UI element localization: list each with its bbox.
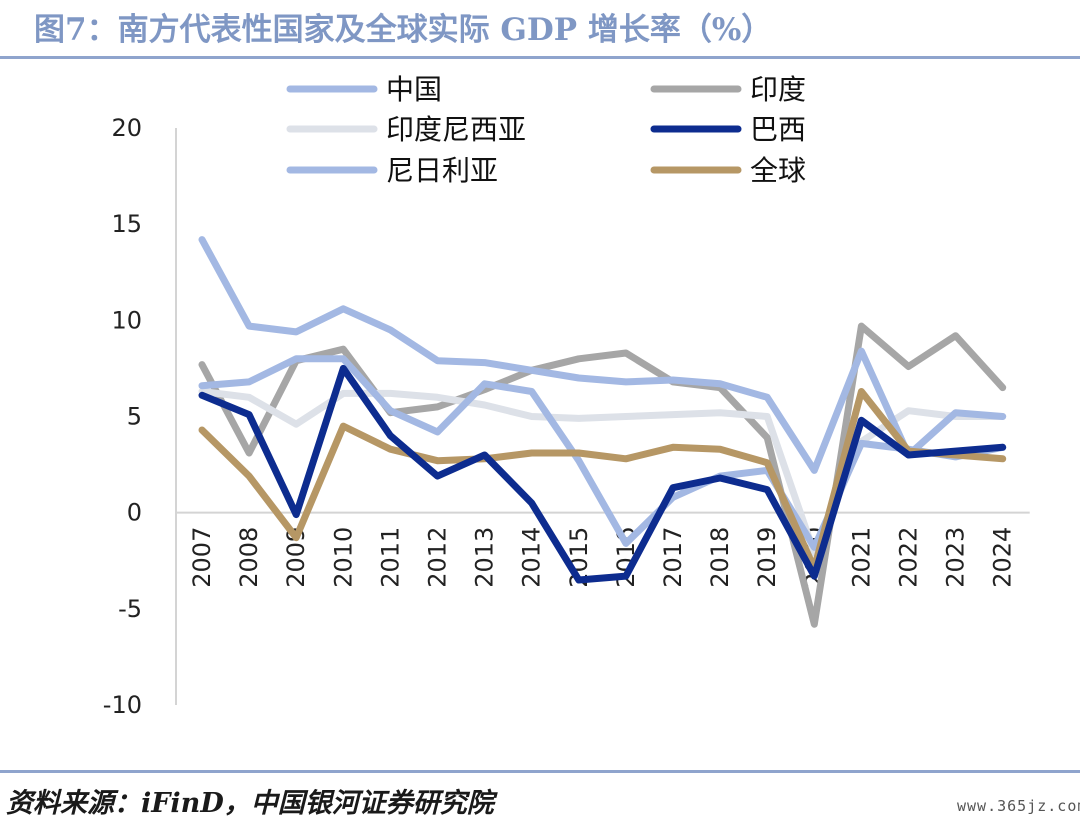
y-tick-label: 0 (127, 499, 142, 527)
y-tick-label: 5 (127, 403, 142, 431)
source-note: 资料来源：iFinD，中国银河证券研究院 (6, 788, 494, 819)
x-tick-label: 2021 (847, 527, 875, 588)
title-rule (0, 56, 1080, 59)
legend-label: 中国 (386, 73, 442, 106)
y-tick-label: 15 (111, 210, 142, 238)
figure-title: 图7：南方代表性国家及全球实际 GDP 增长率（%） (34, 12, 773, 48)
series-line-中国 (198, 236, 1007, 474)
y-tick-label: -10 (103, 691, 142, 719)
watermark: www.365jz.com (957, 797, 1080, 815)
legend-label: 尼日利亚 (386, 154, 498, 187)
legend-label: 印度尼西亚 (386, 113, 526, 146)
y-tick-label: -5 (118, 595, 142, 623)
x-tick-label: 2017 (659, 527, 687, 588)
x-tick-label: 2014 (518, 527, 546, 588)
series-line-全球 (198, 388, 1007, 572)
series-line-尼日利亚 (198, 355, 1007, 551)
legend-label: 巴西 (750, 113, 806, 146)
series-lines (198, 236, 1007, 628)
legend-label: 全球 (750, 154, 806, 187)
x-tick-label: 2018 (706, 527, 734, 588)
x-tick-label: 2007 (188, 527, 216, 588)
x-tick-label: 2022 (895, 527, 923, 588)
x-tick-label: 2011 (376, 527, 404, 588)
x-tick-label: 2013 (471, 527, 499, 588)
series-line-巴西 (198, 364, 1007, 584)
x-tick-label: 2008 (235, 527, 263, 588)
legend-label: 印度 (750, 73, 806, 106)
y-tick-label: 10 (111, 306, 142, 334)
x-tick-label: 2010 (329, 527, 357, 588)
series-line-印度 (198, 322, 1007, 628)
source-rule (0, 770, 1080, 773)
y-tick-label: 20 (111, 114, 142, 142)
x-tick-label: 2019 (753, 527, 781, 588)
x-tick-label: 2012 (424, 527, 452, 588)
x-tick-label: 2023 (942, 527, 970, 588)
x-tick-label: 2024 (989, 527, 1017, 588)
